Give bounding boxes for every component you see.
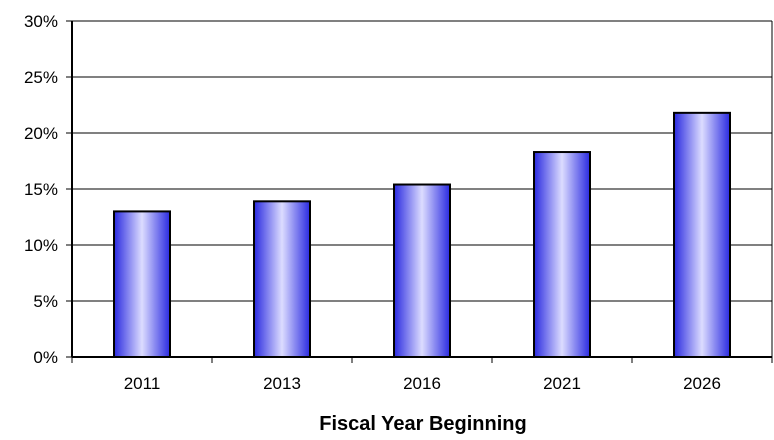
bars — [113, 111, 731, 358]
axes — [66, 20, 773, 363]
tick-labels: 0% 5% 10% 15% 20% 25% 30% 2011 2013 2016 2021 2026 — [24, 12, 721, 393]
bar-2013 — [253, 200, 311, 358]
y-tick-label: 20% — [24, 124, 58, 143]
y-tick-label: 15% — [24, 180, 58, 199]
x-tick-label: 2011 — [124, 374, 161, 393]
bar-2021 — [533, 151, 591, 358]
bar-2026 — [673, 111, 731, 358]
y-tick-label: 5% — [33, 292, 58, 311]
x-tick-label: 2013 — [263, 374, 301, 393]
y-tick-label: 10% — [24, 236, 58, 255]
y-tick-label: 25% — [24, 68, 58, 87]
x-tick-label: 2021 — [543, 374, 581, 393]
y-tick-label: 0% — [33, 348, 58, 367]
y-tick-label: 30% — [24, 12, 58, 31]
x-tick-label: 2016 — [403, 374, 441, 393]
x-axis-title: Fiscal Year Beginning — [319, 413, 526, 435]
bar-2016 — [393, 183, 451, 358]
x-tick-label: 2026 — [683, 374, 721, 393]
bar-2011 — [113, 210, 171, 358]
